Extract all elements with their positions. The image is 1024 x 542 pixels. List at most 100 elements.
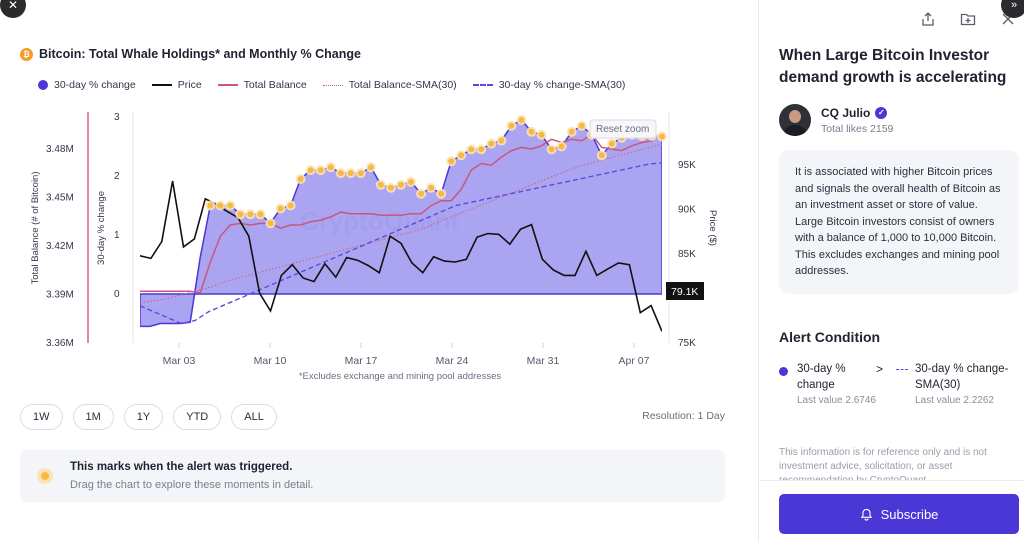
legend-dashed-line-icon <box>472 84 493 86</box>
alert-info-box: This marks when the alert was triggered.… <box>20 450 725 502</box>
resolution-label: Resolution: 1 Day <box>642 410 725 422</box>
chart-title-text: Bitcoin: Total Whale Holdings* and Month… <box>39 47 361 61</box>
condition-right-last: Last value 2.2262 <box>915 395 994 406</box>
left-axis-tick: 3.42M <box>46 241 74 252</box>
chart-legend: 30-day % change Price Total Balance Tota… <box>38 79 625 91</box>
alert-marker-dot <box>277 205 284 212</box>
left-axis-tick: 3.36M <box>46 338 74 349</box>
alert-marker-dot <box>558 143 565 150</box>
left-axis-tick: 3.48M <box>46 144 74 155</box>
chart-title: ₿ Bitcoin: Total Whale Holdings* and Mon… <box>20 47 361 61</box>
legend-item-balance[interactable]: Total Balance <box>217 79 307 91</box>
condition-left-name: 30-day % change <box>797 363 846 391</box>
alert-marker-dot <box>418 190 425 197</box>
x-axis-tick: Mar 03 <box>163 355 196 367</box>
left-axis-label: Total Balance (# of Bitcoin) <box>30 171 41 284</box>
range-button-1w[interactable]: 1W <box>20 404 63 430</box>
price-tag-label: 79.1K <box>671 286 698 298</box>
alert-marker-dot <box>247 211 254 218</box>
alert-marker-dot <box>267 220 274 227</box>
x-axis-tick: Mar 17 <box>345 355 378 367</box>
series-pct-sma-line <box>140 162 662 325</box>
alert-marker-dot <box>478 146 485 153</box>
x-axis-tick: Mar 31 <box>527 355 560 367</box>
price-axis-tick: 75K <box>678 338 696 349</box>
range-button-1m[interactable]: 1M <box>72 404 114 430</box>
alert-marker-dot <box>598 152 605 159</box>
alert-marker-dot <box>337 170 344 177</box>
close-icon[interactable]: ✕ <box>0 0 26 18</box>
alert-marker-dot <box>207 202 214 209</box>
series-price-line <box>140 180 662 332</box>
alert-marker-dot <box>518 116 525 123</box>
verified-icon: ✓ <box>875 106 888 119</box>
folder-add-icon[interactable] <box>957 8 979 30</box>
alert-marker-dot <box>578 122 585 129</box>
alert-marker-dot <box>538 131 545 138</box>
alert-marker-dot <box>438 190 445 197</box>
legend-item-pct-sma[interactable]: 30-day % change-SMA(30) <box>472 79 625 91</box>
alert-marker-icon <box>37 468 53 484</box>
price-axis-label: Price ($) <box>707 210 718 246</box>
range-selector: 1W 1M 1Y YTD ALL <box>20 404 277 430</box>
alert-marker-dot <box>388 184 394 191</box>
pct-axis-tick: 3 <box>114 112 120 123</box>
alert-marker-dot <box>367 164 374 171</box>
price-axis-tick: 90K <box>678 205 696 216</box>
reset-zoom-button[interactable] <box>589 119 657 139</box>
legend-item-price[interactable]: Price <box>151 79 202 91</box>
chart-footnote: *Excludes exchange and mining pool addre… <box>299 371 502 382</box>
legend-item-balance-sma[interactable]: Total Balance-SMA(30) <box>322 79 457 91</box>
subscribe-button[interactable]: Subscribe <box>779 494 1019 534</box>
legend-line-icon <box>151 84 172 86</box>
range-button-all[interactable]: ALL <box>231 404 277 430</box>
series-dot-icon <box>779 367 788 376</box>
range-button-1y[interactable]: 1Y <box>123 404 164 430</box>
legend-item-pct[interactable]: 30-day % change <box>38 79 136 91</box>
alert-marker-dot <box>568 128 575 135</box>
alert-marker-dot <box>528 128 535 135</box>
author-block[interactable]: CQ Julio ✓ Total likes 2159 <box>779 104 893 136</box>
legend-dotted-line-icon <box>322 84 343 86</box>
bitcoin-icon: ₿ <box>20 47 33 61</box>
share-icon[interactable] <box>917 8 939 30</box>
series-30d-pct-area <box>140 118 662 328</box>
chart-canvas[interactable]: CryptoQuantReset zoom79.1K3.36M3.39M3.42… <box>0 100 758 385</box>
x-axis-tick: Mar 10 <box>254 355 287 367</box>
series-dash-icon <box>896 369 908 370</box>
legend-line-icon <box>217 84 238 86</box>
alert-marker-dot <box>287 202 294 209</box>
panel-title: When Large Bitcoin Investor demand growt… <box>779 47 1007 86</box>
alert-marker-dot <box>608 140 615 147</box>
bell-icon <box>860 508 872 521</box>
pct-axis-label: 30-day % change <box>96 191 107 265</box>
pct-axis-tick: 2 <box>114 171 120 182</box>
series-total-balance-line <box>140 133 662 294</box>
legend-dot-icon <box>38 80 48 90</box>
avatar <box>779 104 811 136</box>
alert-marker-dot <box>448 158 455 165</box>
disclaimer: This information is for reference only a… <box>779 447 987 480</box>
x-axis-tick: Mar 24 <box>436 355 469 367</box>
alert-marker-dot <box>408 178 414 185</box>
alert-marker-dot <box>508 122 515 129</box>
range-button-ytd[interactable]: YTD <box>173 404 222 430</box>
alert-marker-dot <box>237 211 244 218</box>
subscribe-footer: Subscribe <box>759 480 1024 542</box>
alert-detail-panel: When Large Bitcoin Investor demand growt… <box>758 0 1024 542</box>
pct-axis-tick: 1 <box>114 230 120 241</box>
alert-marker-dot <box>347 170 354 177</box>
alert-marker-dot <box>488 140 495 147</box>
alert-marker-dot <box>398 181 404 188</box>
condition-left-last: Last value 2.6746 <box>797 395 876 406</box>
alert-marker-dot <box>498 137 505 144</box>
alert-info-subtitle: Drag the chart to explore these moments … <box>70 479 314 491</box>
alert-marker-dot <box>468 146 475 153</box>
expand-icon[interactable]: » <box>1001 0 1024 18</box>
alert-info-title: This marks when the alert was triggered. <box>70 461 293 473</box>
price-axis-tick: 85K <box>678 249 696 260</box>
left-axis-tick: 3.39M <box>46 289 74 300</box>
x-axis-tick: Apr 07 <box>619 355 650 367</box>
condition-operator: > <box>876 362 884 376</box>
